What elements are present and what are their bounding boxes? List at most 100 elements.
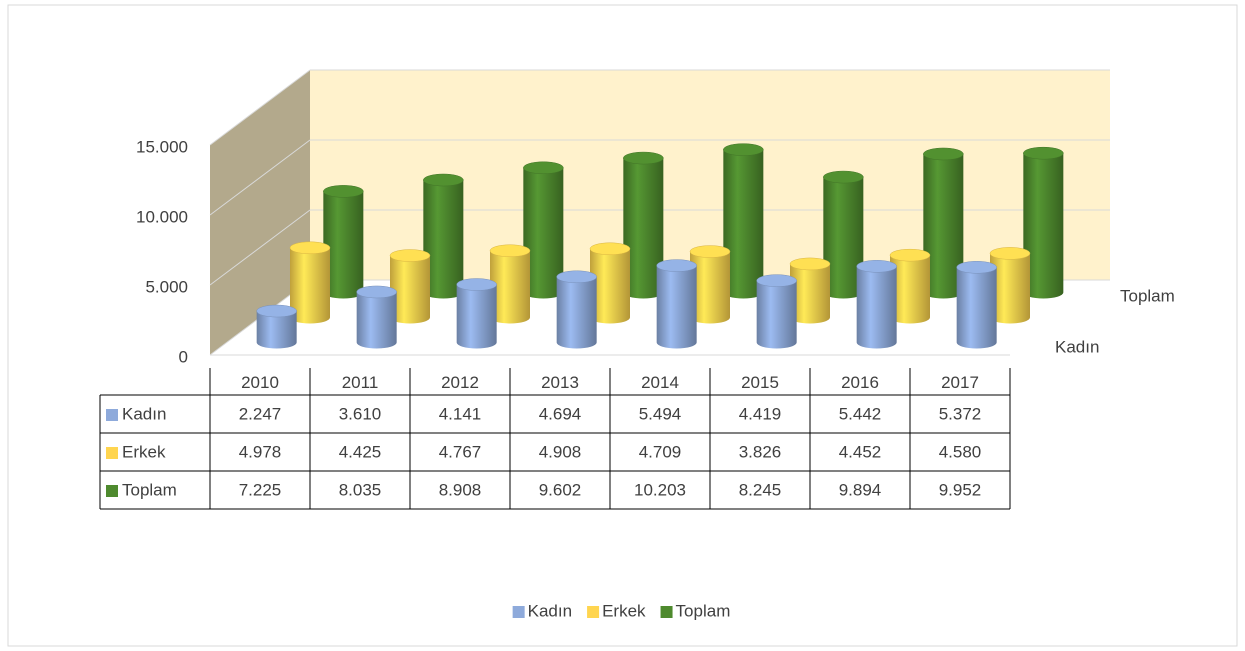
- bar-cap: [523, 161, 564, 175]
- bar: [890, 255, 930, 324]
- bar-cap: [889, 248, 931, 262]
- x-tick-label: 2012: [441, 373, 479, 392]
- data-label: 2.247: [239, 404, 282, 423]
- data-label: 4.452: [839, 442, 882, 461]
- legend-label: Erkek: [602, 601, 646, 620]
- bar-cap: [489, 244, 531, 258]
- legend-key: [512, 606, 525, 618]
- bar-cap: [956, 261, 997, 274]
- data-label: 9.952: [939, 480, 982, 499]
- bar-cap: [823, 170, 864, 184]
- y-tick-label: 15.000: [136, 137, 188, 156]
- bar: [690, 251, 730, 324]
- bar-cap: [256, 304, 297, 318]
- bar: [956, 267, 997, 349]
- legend-label: Toplam: [676, 601, 731, 620]
- row-label: Toplam: [122, 480, 177, 499]
- data-label: 9.894: [839, 480, 882, 499]
- data-label: 4.709: [639, 442, 682, 461]
- bar: [1023, 153, 1064, 299]
- data-label: 8.035: [339, 480, 382, 499]
- bar: [456, 284, 497, 349]
- legend-label: Kadın: [528, 601, 572, 620]
- bar-cap: [289, 241, 331, 255]
- bar: [590, 248, 630, 324]
- grid-line: [209, 139, 311, 216]
- depth-label: Kadın: [1055, 337, 1099, 356]
- data-label: 8.908: [439, 480, 482, 499]
- bar-cap: [723, 143, 764, 156]
- data-label: 4.141: [439, 404, 482, 423]
- back-wall: [310, 70, 1110, 280]
- data-label: 5.442: [839, 404, 882, 423]
- data-label: 10.203: [634, 480, 686, 499]
- bar-cap: [923, 147, 964, 161]
- bar: [923, 153, 964, 299]
- bar-cap: [756, 274, 797, 287]
- bar-cap: [1023, 146, 1064, 160]
- data-label: 3.826: [739, 442, 782, 461]
- row-label: Erkek: [122, 442, 166, 461]
- bar: [523, 167, 564, 299]
- legend-key: [660, 606, 673, 618]
- bar-cap: [789, 257, 831, 271]
- y-tick-label: 0: [179, 347, 188, 366]
- x-tick-label: 2016: [841, 373, 879, 392]
- x-tick-label: 2017: [941, 373, 979, 392]
- bar-cap: [623, 151, 664, 165]
- legend-key: [106, 409, 118, 421]
- bar: [723, 149, 764, 299]
- data-label: 4.908: [539, 442, 582, 461]
- row-label: Kadın: [122, 404, 166, 423]
- data-label: 9.602: [539, 480, 582, 499]
- bar: [790, 263, 830, 324]
- x-tick-label: 2015: [741, 373, 779, 392]
- legend-key: [587, 606, 600, 618]
- bar: [256, 311, 297, 349]
- bar: [356, 291, 397, 349]
- bar: [990, 253, 1030, 324]
- bar: [490, 250, 530, 324]
- legend-key: [106, 447, 118, 459]
- data-label: 5.494: [639, 404, 682, 423]
- side-wall: [210, 70, 310, 355]
- bar: [390, 255, 430, 324]
- bar-cap: [556, 270, 597, 284]
- x-tick-label: 2010: [241, 373, 279, 392]
- y-tick-label: 10.000: [136, 207, 188, 226]
- data-label: 4.694: [539, 404, 582, 423]
- bar-cap: [689, 245, 731, 258]
- grid-line: [209, 209, 311, 286]
- bar-cap: [589, 242, 631, 256]
- data-label: 4.767: [439, 442, 482, 461]
- bar-cap: [989, 247, 1031, 260]
- bar-cap: [389, 249, 431, 262]
- data-label: 5.372: [939, 404, 982, 423]
- x-tick-label: 2013: [541, 373, 579, 392]
- data-label: 7.225: [239, 480, 282, 499]
- grid-line: [209, 69, 311, 146]
- data-label: 4.425: [339, 442, 382, 461]
- y-tick-label: 5.000: [145, 277, 188, 296]
- bar: [323, 191, 364, 299]
- bar: [623, 158, 664, 299]
- data-label: 4.419: [739, 404, 782, 423]
- bar: [856, 266, 897, 349]
- x-tick-label: 2014: [641, 373, 679, 392]
- bar: [756, 280, 797, 349]
- bar: [290, 247, 330, 324]
- bar-cap: [456, 278, 497, 291]
- bar: [423, 180, 464, 299]
- bar: [556, 276, 597, 349]
- data-label: 4.978: [239, 442, 282, 461]
- bar-cap: [423, 173, 464, 187]
- bar-cap: [323, 185, 364, 198]
- data-label: 8.245: [739, 480, 782, 499]
- x-tick-label: 2011: [342, 373, 379, 392]
- legend-key: [106, 485, 118, 497]
- bar: [656, 265, 697, 349]
- bar: [823, 177, 864, 299]
- bar-cap: [856, 260, 897, 273]
- data-label: 4.580: [939, 442, 982, 461]
